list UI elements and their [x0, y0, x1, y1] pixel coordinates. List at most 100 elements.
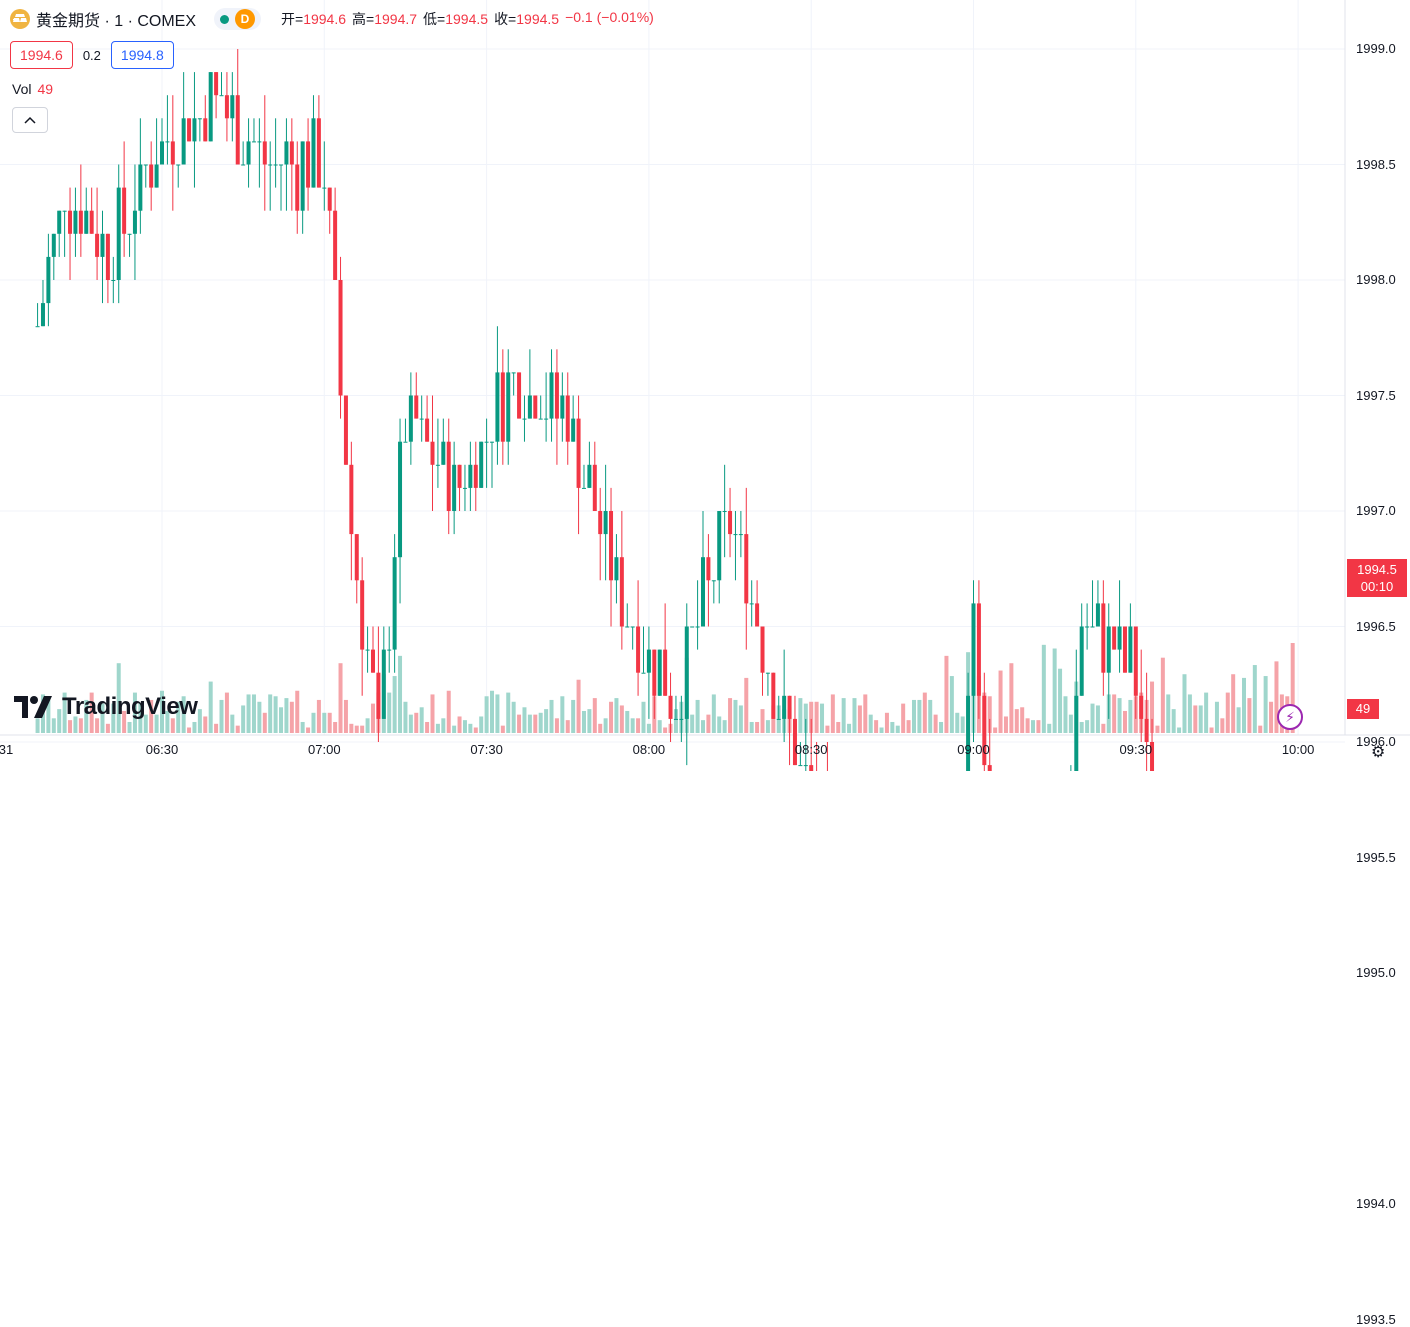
candle-body	[587, 464, 592, 488]
candle-body	[251, 141, 256, 143]
volume-bar	[911, 699, 916, 733]
candle-body	[419, 418, 424, 420]
volume-bar	[1290, 643, 1295, 733]
volume-bar	[414, 712, 419, 733]
candle-body	[527, 395, 532, 419]
price-chart[interactable]	[0, 0, 1410, 771]
candle-body	[776, 718, 781, 720]
candle-body	[1095, 603, 1100, 627]
candle-body	[398, 441, 403, 558]
volume-bar	[425, 721, 430, 733]
volume-bar	[1052, 648, 1057, 733]
volume-bar	[251, 694, 256, 733]
ohlc-value: 1994.5	[445, 11, 489, 27]
volume-bar	[771, 705, 776, 733]
volume-bar	[998, 670, 1003, 733]
volume-bar	[322, 712, 327, 733]
candle-body	[522, 418, 527, 420]
volume-bar	[1058, 668, 1063, 733]
ohlc-key: 收=	[494, 11, 517, 27]
candle-body	[565, 395, 570, 442]
volume-bar	[522, 707, 527, 733]
volume-bar	[500, 725, 505, 733]
candle-body	[1101, 603, 1106, 673]
volume-bar	[581, 710, 586, 733]
volume-bar	[1020, 707, 1025, 733]
candle-body	[203, 118, 208, 142]
volume-bar	[170, 718, 175, 733]
volume-bar	[122, 710, 127, 733]
candle-body	[1090, 626, 1095, 628]
volume-bar	[1193, 705, 1198, 733]
candle-body	[197, 118, 202, 120]
last-volume-label: 49	[1347, 699, 1379, 719]
candle-body	[116, 187, 121, 280]
volume-bar	[933, 714, 938, 733]
volume-bar	[311, 712, 316, 733]
volume-bar	[192, 721, 197, 733]
candle-body	[782, 695, 787, 719]
volume-bar	[165, 710, 170, 733]
candle-body	[765, 672, 770, 674]
volume-bar	[360, 725, 365, 733]
volume-bar	[841, 698, 846, 733]
candle-body	[614, 557, 619, 581]
sell-button[interactable]: 1994.6	[10, 41, 73, 69]
candle-body	[408, 395, 413, 442]
candle-body	[603, 511, 608, 535]
volume-bar	[565, 720, 570, 733]
candle-body	[538, 418, 543, 420]
volume-bar	[462, 720, 467, 733]
volume-bar	[1036, 720, 1041, 733]
volume-bar	[279, 707, 284, 733]
candle-body	[105, 233, 110, 280]
candle-body	[306, 141, 311, 188]
volume-bar	[1214, 701, 1219, 733]
candle-body	[690, 626, 695, 628]
settings-gear-icon[interactable]: ⚙	[1371, 744, 1386, 761]
volume-bar	[430, 694, 435, 733]
volume-bar	[798, 698, 803, 733]
tradingview-logo[interactable]: TradingView	[14, 693, 198, 721]
ohlc-item: 低=1994.5	[423, 9, 488, 29]
candle-body	[192, 118, 197, 142]
candle-body	[706, 557, 711, 581]
volume-bar	[111, 703, 116, 733]
time-tick-label: 07:00	[308, 742, 341, 757]
volume-bar	[1025, 718, 1030, 733]
volume-bar	[457, 716, 462, 733]
volume-bar	[1117, 698, 1122, 733]
volume-bar	[744, 677, 749, 733]
candle-body	[122, 187, 127, 234]
volume-bar	[316, 699, 321, 733]
candle-body	[1074, 695, 1079, 771]
volume-bar	[154, 714, 159, 733]
lightning-icon[interactable]: ⚡	[1277, 704, 1303, 730]
candle-body	[657, 649, 662, 696]
volume-bar	[901, 703, 906, 733]
gold-bars-icon[interactable]	[10, 9, 30, 29]
volume-bar	[84, 699, 89, 733]
candle-body	[581, 487, 586, 489]
volume-bar	[1003, 716, 1008, 733]
volume-bar	[35, 718, 40, 733]
price-tick-label: 1996.5	[1356, 618, 1396, 634]
volume-bar	[289, 701, 294, 733]
candle-body	[484, 441, 489, 443]
volume-bar	[695, 699, 700, 733]
candle-body	[289, 141, 294, 165]
volume-bar	[479, 716, 484, 733]
candle-body	[241, 164, 246, 166]
symbol-title[interactable]: 黄金期货 · 1 · COMEX	[36, 13, 197, 30]
market-status-pill[interactable]: D	[214, 8, 262, 30]
candle-body	[1150, 742, 1155, 771]
collapse-legend-button[interactable]	[12, 107, 48, 133]
buy-button[interactable]: 1994.8	[110, 41, 174, 69]
candle-body	[273, 164, 278, 166]
volume-bar	[960, 716, 965, 733]
volume-bar	[949, 676, 954, 733]
candle-body	[165, 141, 170, 143]
volume-bar	[717, 716, 722, 733]
volume-bar	[1269, 701, 1274, 733]
price-tick-label: 1996.0	[1356, 734, 1396, 749]
